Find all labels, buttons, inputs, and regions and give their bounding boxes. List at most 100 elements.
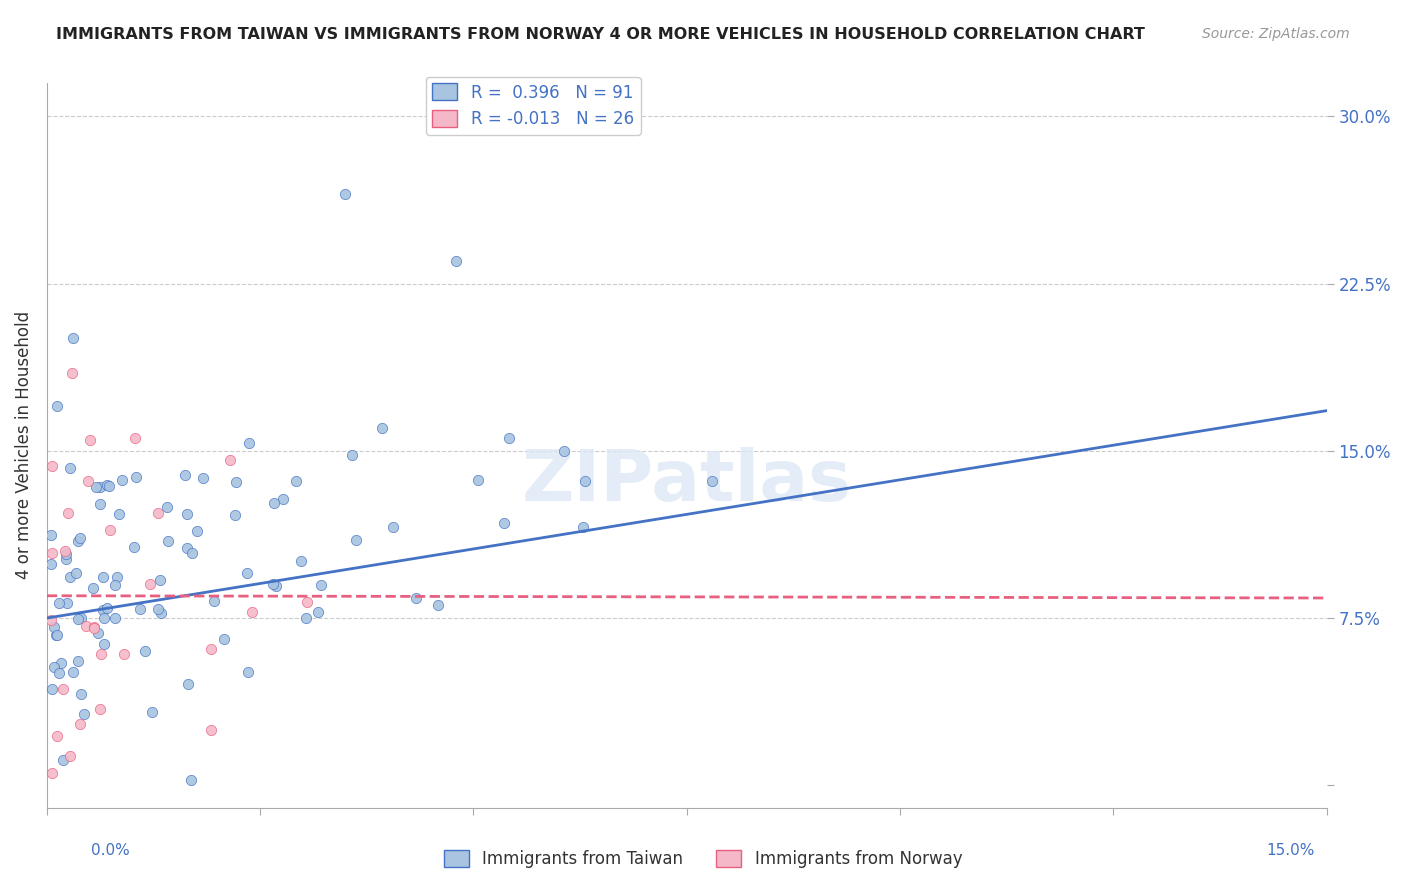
- Point: [70, 687, 93, 701]
- Point: [56, 596, 79, 610]
- Point: [39, 528, 62, 542]
- Point: [335, 187, 357, 202]
- Point: [125, 469, 148, 483]
- Point: [218, 452, 240, 467]
- Point: [69, 532, 91, 546]
- Y-axis label: 4 or more Vehicles in Household: 4 or more Vehicles in Household: [15, 311, 32, 579]
- Legend: Immigrants from Taiwan, Immigrants from Norway: Immigrants from Taiwan, Immigrants from …: [437, 843, 969, 875]
- Point: [224, 508, 246, 522]
- Point: [66, 534, 89, 549]
- Point: [72, 707, 94, 722]
- Text: Source: ZipAtlas.com: Source: ZipAtlas.com: [1202, 27, 1350, 41]
- Point: [262, 577, 284, 591]
- Text: ZIPatlas: ZIPatlas: [522, 447, 852, 516]
- Point: [89, 702, 111, 716]
- Point: [212, 632, 235, 646]
- Point: [49, 657, 72, 671]
- Point: [156, 500, 179, 514]
- Point: [141, 706, 163, 720]
- Point: [105, 569, 128, 583]
- Point: [91, 570, 114, 584]
- Point: [146, 602, 169, 616]
- Point: [62, 366, 84, 380]
- Point: [124, 431, 146, 445]
- Point: [46, 400, 69, 414]
- Point: [553, 444, 575, 458]
- Point: [44, 620, 66, 634]
- Text: 0.0%: 0.0%: [91, 843, 131, 858]
- Point: [405, 591, 427, 606]
- Point: [157, 534, 180, 549]
- Point: [149, 573, 172, 587]
- Point: [572, 520, 595, 534]
- Point: [307, 605, 329, 619]
- Point: [202, 594, 225, 608]
- Point: [129, 602, 152, 616]
- Point: [42, 660, 65, 674]
- Point: [150, 606, 173, 620]
- Point: [297, 595, 319, 609]
- Point: [574, 474, 596, 488]
- Point: [52, 753, 75, 767]
- Point: [65, 566, 87, 580]
- Point: [342, 448, 364, 462]
- Point: [84, 480, 107, 494]
- Point: [48, 596, 70, 610]
- Point: [134, 644, 156, 658]
- Point: [90, 647, 112, 661]
- Point: [69, 717, 91, 731]
- Point: [39, 557, 62, 571]
- Point: [86, 626, 108, 640]
- Point: [96, 601, 118, 615]
- Text: 15.0%: 15.0%: [1267, 843, 1315, 858]
- Point: [45, 729, 67, 743]
- Point: [83, 620, 105, 634]
- Point: [263, 496, 285, 510]
- Point: [176, 508, 198, 522]
- Point: [96, 477, 118, 491]
- Point: [139, 577, 162, 591]
- Point: [146, 506, 169, 520]
- Point: [79, 433, 101, 447]
- Point: [186, 524, 208, 538]
- Point: [284, 474, 307, 488]
- Point: [55, 551, 77, 566]
- Point: [344, 533, 367, 547]
- Point: [39, 614, 62, 628]
- Point: [53, 543, 76, 558]
- Point: [200, 641, 222, 656]
- Point: [41, 766, 63, 780]
- Point: [225, 475, 247, 489]
- Point: [59, 461, 82, 475]
- Point: [264, 579, 287, 593]
- Point: [271, 492, 294, 507]
- Point: [58, 506, 80, 520]
- Point: [41, 681, 63, 696]
- Point: [173, 468, 195, 483]
- Point: [108, 507, 131, 521]
- Point: [98, 523, 121, 537]
- Point: [236, 665, 259, 679]
- Point: [97, 479, 120, 493]
- Point: [75, 618, 97, 632]
- Point: [104, 578, 127, 592]
- Point: [55, 547, 77, 561]
- Point: [77, 474, 100, 488]
- Point: [62, 665, 84, 679]
- Point: [59, 569, 82, 583]
- Point: [181, 546, 204, 560]
- Point: [48, 665, 70, 680]
- Point: [91, 603, 114, 617]
- Legend: R =  0.396   N = 91, R = -0.013   N = 26: R = 0.396 N = 91, R = -0.013 N = 26: [426, 77, 641, 135]
- Point: [93, 637, 115, 651]
- Point: [427, 599, 450, 613]
- Point: [70, 611, 93, 625]
- Point: [371, 421, 394, 435]
- Point: [122, 541, 145, 555]
- Point: [62, 331, 84, 345]
- Text: IMMIGRANTS FROM TAIWAN VS IMMIGRANTS FROM NORWAY 4 OR MORE VEHICLES IN HOUSEHOLD: IMMIGRANTS FROM TAIWAN VS IMMIGRANTS FRO…: [56, 27, 1144, 42]
- Point: [492, 516, 515, 531]
- Point: [52, 681, 75, 696]
- Point: [83, 621, 105, 635]
- Point: [93, 611, 115, 625]
